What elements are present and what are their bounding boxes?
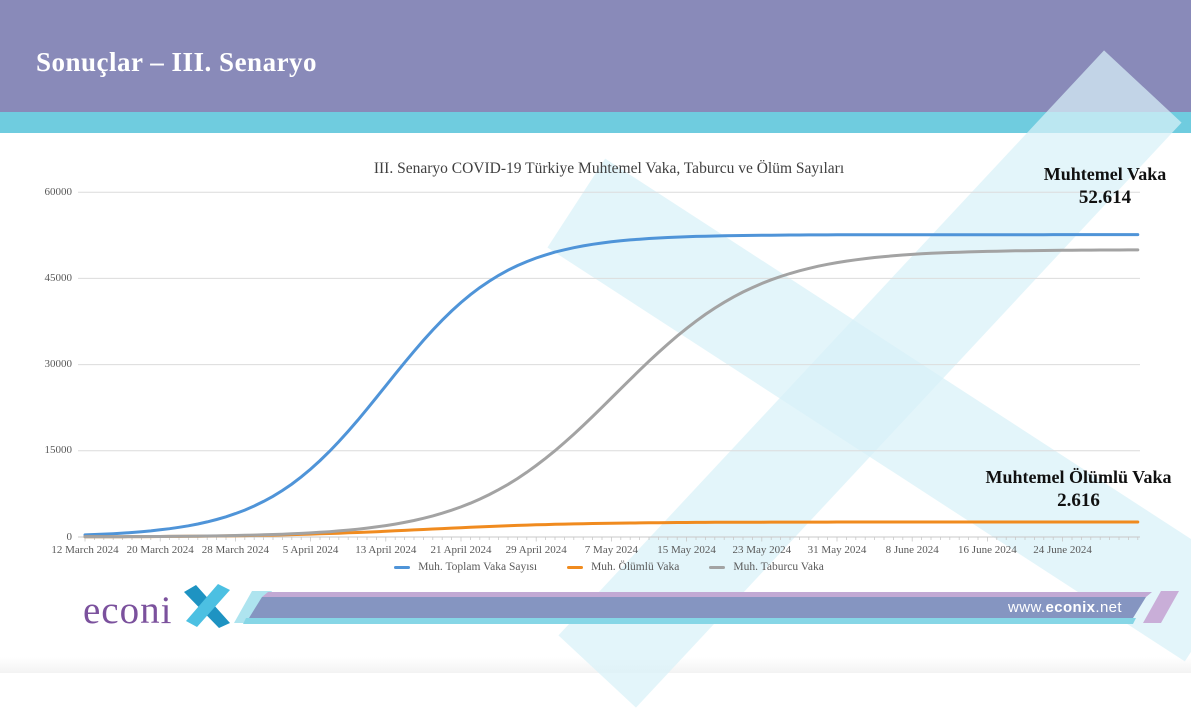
x-tick-label: 12 March 2024 [51,544,119,556]
y-tick-label: 60000 [44,185,73,198]
legend-item: Muh. Toplam Vaka Sayısı [394,561,537,573]
annotation-label: Muhtemel Vaka [1043,164,1167,184]
y-tick-label: 45000 [44,271,73,284]
legend-item: Muh. Taburcu Vaka [709,561,824,573]
annotation-value: 52.614 [1078,187,1132,208]
website-suffix: .net [1095,599,1122,616]
x-tick-label: 21 April 2024 [430,544,492,556]
legend-dash-icon [567,565,584,569]
annotation-muhtemel-vaka: Muhtemel Vaka 52.614 [1014,163,1191,209]
chart-title: III. Senaryo COVID-19 Türkiye Muhtemel V… [373,160,845,177]
teal-accent-band [0,112,1191,133]
legend-label: Muh. Ölümlü Vaka [591,561,680,573]
x-tick-label: 24 June 2024 [1033,544,1092,556]
annotation-value: 2.616 [1057,490,1100,511]
legend-dash-icon [709,565,726,569]
x-tick-label: 15 May 2024 [657,544,716,556]
x-tick-label: 16 June 2024 [958,544,1017,556]
x-tick-label: 7 May 2024 [584,544,638,556]
x-tick-label: 29 April 2024 [505,544,567,556]
legend-item: Muh. Ölümlü Vaka [567,561,679,573]
bar-slate-body [249,597,1146,618]
legend-label: Muh. Taburcu Vaka [733,561,824,573]
x-tick-label: 13 April 2024 [355,544,417,556]
legend-label: Muh. Toplam Vaka Sayısı [418,561,538,573]
x-tick-label: 28 March 2024 [201,544,269,556]
annotation-muhtemel-olumlu-vaka: Muhtemel Ölümlü Vaka 2.616 [976,466,1181,512]
bar-lavender-strip [262,592,1152,597]
website-prefix: www. [1008,599,1046,616]
x-tick-label: 5 April 2024 [282,544,339,556]
header-band [0,0,1191,112]
x-tick-label: 31 May 2024 [807,544,867,556]
x-tick-label: 8 June 2024 [885,544,939,556]
y-tick-label: 30000 [44,358,73,371]
slide-title: Sonuçlar – III. Senaryo [36,47,318,77]
logo-x-light-stroke [186,584,230,627]
x-tick-label: 20 March 2024 [126,544,194,556]
econix-logo-bar: econi [83,584,1179,632]
y-tick-label: 0 [66,530,73,543]
bar-cyan-strip [243,618,1136,624]
logo-text: econi [83,589,172,632]
chart-legend: Muh. Toplam Vaka Sayısı Muh. Ölümlü Vaka M… [78,561,1140,573]
website-url: www.econix.net [1008,599,1122,616]
annotation-label: Muhtemel Ölümlü Vaka [985,467,1172,487]
x-tick-label: 23 May 2024 [732,544,792,556]
website-bold: econix [1045,599,1096,616]
bar-lavender-tip [1143,591,1179,623]
legend-dash-icon [394,565,411,569]
y-tick-label: 15000 [44,444,73,457]
